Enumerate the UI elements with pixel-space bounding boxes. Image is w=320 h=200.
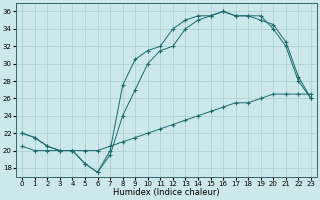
X-axis label: Humidex (Indice chaleur): Humidex (Indice chaleur)	[113, 188, 220, 197]
